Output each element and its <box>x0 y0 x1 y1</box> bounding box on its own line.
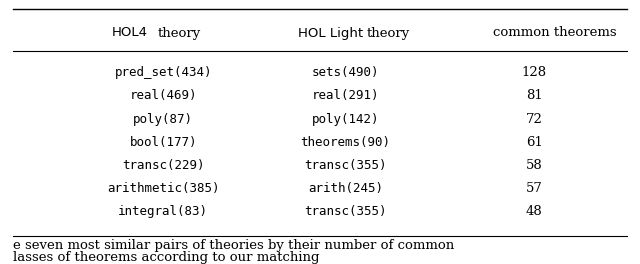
Text: transc(355): transc(355) <box>305 205 387 219</box>
Text: 128: 128 <box>522 66 547 79</box>
Text: lasses of theorems according to our matching: lasses of theorems according to our matc… <box>13 251 319 264</box>
Text: pred_set(434): pred_set(434) <box>115 66 212 79</box>
Text: poly(87): poly(87) <box>133 112 193 126</box>
Text: real(291): real(291) <box>312 89 380 102</box>
Text: 48: 48 <box>526 205 543 219</box>
Text: transc(355): transc(355) <box>305 159 387 172</box>
Text: arithmetic(385): arithmetic(385) <box>107 182 220 195</box>
Text: theorems(90): theorems(90) <box>301 136 390 149</box>
Text: 57: 57 <box>526 182 543 195</box>
Text: real(469): real(469) <box>129 89 197 102</box>
Text: e seven most similar pairs of theories by their number of common: e seven most similar pairs of theories b… <box>13 239 454 252</box>
Text: poly(142): poly(142) <box>312 112 380 126</box>
Text: 81: 81 <box>526 89 543 102</box>
Text: HOL Light: HOL Light <box>298 26 363 40</box>
Text: integral(83): integral(83) <box>118 205 208 219</box>
Text: 58: 58 <box>526 159 543 172</box>
Text: arith(245): arith(245) <box>308 182 383 195</box>
Text: 61: 61 <box>526 136 543 149</box>
Text: common theorems: common theorems <box>493 26 616 40</box>
Text: transc(229): transc(229) <box>122 159 204 172</box>
Text: sets(490): sets(490) <box>312 66 380 79</box>
Text: theory: theory <box>158 26 202 40</box>
Text: HOL4: HOL4 <box>112 26 148 40</box>
Text: bool(177): bool(177) <box>129 136 197 149</box>
Text: 72: 72 <box>526 112 543 126</box>
Text: theory: theory <box>367 26 410 40</box>
